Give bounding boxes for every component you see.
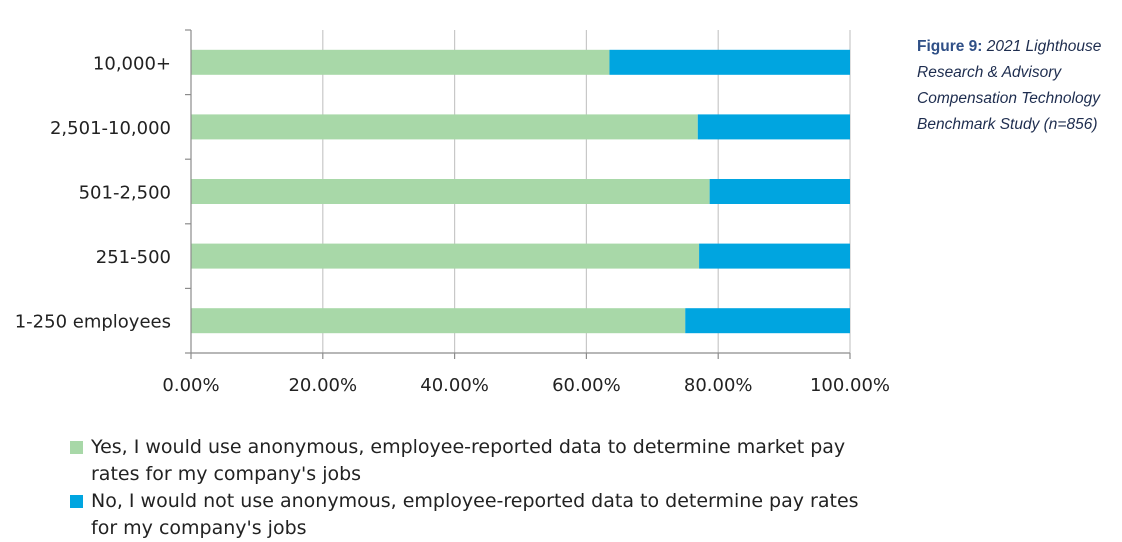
legend-swatch-yes (70, 441, 83, 454)
legend-label-no: No, I would not use anonymous, employee-… (91, 490, 859, 539)
category-labels: 10,000+ 2,501-10,000 501-2,500 251-500 1-250… (15, 53, 171, 332)
bar-no (699, 243, 850, 269)
x-tick-label: 100.00% (810, 375, 890, 396)
bar-yes (191, 243, 700, 269)
x-tick-label: 60.00% (552, 375, 621, 396)
category-label: 10,000+ (93, 53, 171, 74)
figure-label: Figure 9: (917, 38, 983, 55)
bar-yes (191, 114, 698, 140)
x-tick-label: 40.00% (420, 375, 489, 396)
figure-caption: Figure 9: 2021 Lighthouse Research & Adv… (917, 34, 1117, 138)
axes (185, 29, 851, 359)
legend-swatch-no (70, 495, 83, 508)
x-tick-label: 80.00% (684, 375, 753, 396)
stacked-bar-chart: 10,000+ 2,501-10,000 501-2,500 251-500 1-250… (15, 29, 890, 396)
x-tick-labels: 0.00% 20.00% 40.00% 60.00% 80.00% 100.00% (162, 375, 890, 396)
x-tick-label: 20.00% (288, 375, 357, 396)
bar-yes (191, 49, 610, 75)
bar-yes (191, 308, 686, 334)
category-label: 251-500 (96, 247, 171, 268)
bar-yes (191, 179, 710, 204)
legend-label-yes: Yes, I would use anonymous, employee-rep… (91, 436, 846, 485)
bar-no (685, 308, 850, 334)
category-label: 1-250 employees (15, 312, 171, 333)
legend-item-no: No, I would not use anonymous, employee-… (70, 488, 890, 542)
legend-item-yes: Yes, I would use anonymous, employee-rep… (70, 434, 890, 488)
x-tick-label: 0.00% (162, 375, 219, 396)
bar-no (697, 114, 850, 140)
legend: Yes, I would use anonymous, employee-rep… (70, 434, 890, 542)
bar-no (709, 179, 850, 204)
figure-caption-text: 2021 Lighthouse Research & Advisory Comp… (917, 38, 1102, 133)
category-label: 2,501-10,000 (50, 118, 171, 139)
bar-no (609, 49, 850, 75)
category-label: 501-2,500 (79, 183, 171, 204)
bar-series (191, 49, 850, 334)
